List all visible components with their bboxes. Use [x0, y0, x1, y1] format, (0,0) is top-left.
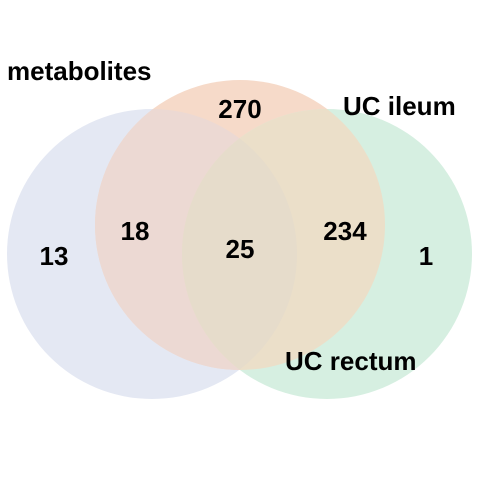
set-label-ileum: UC ileum: [343, 91, 456, 121]
count-rectum-only: 1: [419, 241, 433, 271]
set-label-rectum: UC rectum: [285, 346, 416, 376]
count-ileum-rectum: 234: [323, 216, 367, 246]
count-ileum-only: 270: [218, 94, 261, 124]
count-metabolites-ileum: 18: [121, 216, 150, 246]
count-all-three: 25: [226, 234, 255, 264]
count-metabolites-only: 13: [40, 241, 69, 271]
overlap-all-three: [182, 109, 297, 370]
set-label-metabolites: metabolites: [7, 56, 152, 86]
